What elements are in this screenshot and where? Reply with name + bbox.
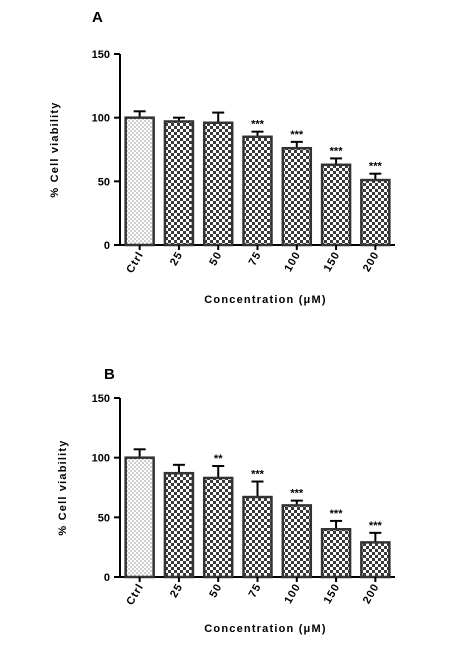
x-tick-label: Ctrl bbox=[124, 250, 146, 276]
y-tick-label: 150 bbox=[92, 49, 110, 61]
y-tick-label: 0 bbox=[104, 240, 110, 252]
bar-150 bbox=[320, 528, 352, 579]
x-tick-label: 200 bbox=[361, 582, 382, 606]
y-tick-label: 0 bbox=[104, 572, 110, 584]
bar-100 bbox=[281, 504, 313, 579]
chart-panel-a: A 0 50 100 150 % Cell viability Ctrl 25 50 *** 75 *… bbox=[49, 9, 395, 306]
x-tick-label: 100 bbox=[282, 250, 303, 274]
bar-200 bbox=[360, 178, 391, 247]
significance-label: ** bbox=[214, 453, 223, 465]
bar-75 bbox=[242, 135, 273, 247]
x-tick-label: 200 bbox=[361, 250, 382, 274]
significance-label: *** bbox=[330, 508, 344, 520]
x-axis-title: Concentration (μM) bbox=[204, 623, 326, 635]
bar-100 bbox=[281, 146, 313, 247]
panel-label: A bbox=[92, 9, 103, 26]
significance-label: *** bbox=[251, 469, 265, 481]
x-tick-label: 75 bbox=[247, 250, 265, 268]
bar-25 bbox=[163, 120, 195, 247]
bar-50 bbox=[202, 121, 234, 247]
significance-label: *** bbox=[290, 129, 304, 141]
x-tick-label: 50 bbox=[207, 250, 225, 268]
bar-25 bbox=[163, 471, 195, 579]
significance-label: *** bbox=[290, 488, 304, 500]
bar-75 bbox=[242, 495, 273, 579]
y-tick-label: 50 bbox=[98, 176, 110, 188]
y-tick-label: 50 bbox=[98, 512, 110, 524]
y-tick-label: 100 bbox=[92, 453, 110, 465]
x-tick-label: 75 bbox=[247, 582, 265, 600]
chart-panel-b: B 0 50 100 150 % Cell viability Ctrl 25 ** 50 *** 7… bbox=[57, 366, 395, 635]
significance-label: *** bbox=[251, 119, 265, 131]
y-axis-title: % Cell viability bbox=[49, 101, 61, 197]
bar-150 bbox=[320, 163, 352, 247]
x-tick-label: 150 bbox=[322, 250, 343, 274]
panel-label: B bbox=[104, 366, 115, 383]
x-tick-label: Ctrl bbox=[124, 582, 146, 608]
significance-label: *** bbox=[369, 161, 383, 173]
bar-ctrl bbox=[124, 116, 155, 247]
y-tick-label: 100 bbox=[92, 113, 110, 125]
y-tick-label: 150 bbox=[92, 393, 110, 405]
bar-50 bbox=[202, 476, 234, 579]
y-axis-title: % Cell viability bbox=[57, 439, 69, 535]
x-tick-label: 25 bbox=[168, 582, 186, 600]
x-tick-label: 25 bbox=[168, 250, 186, 268]
x-axis-title: Concentration (μM) bbox=[204, 294, 326, 306]
x-tick-label: 100 bbox=[282, 582, 303, 606]
bar-200 bbox=[360, 541, 391, 579]
significance-label: *** bbox=[330, 145, 344, 157]
x-tick-label: 50 bbox=[207, 582, 225, 600]
significance-label: *** bbox=[369, 520, 383, 532]
x-tick-label: 150 bbox=[322, 582, 343, 606]
bar-ctrl bbox=[124, 456, 155, 579]
